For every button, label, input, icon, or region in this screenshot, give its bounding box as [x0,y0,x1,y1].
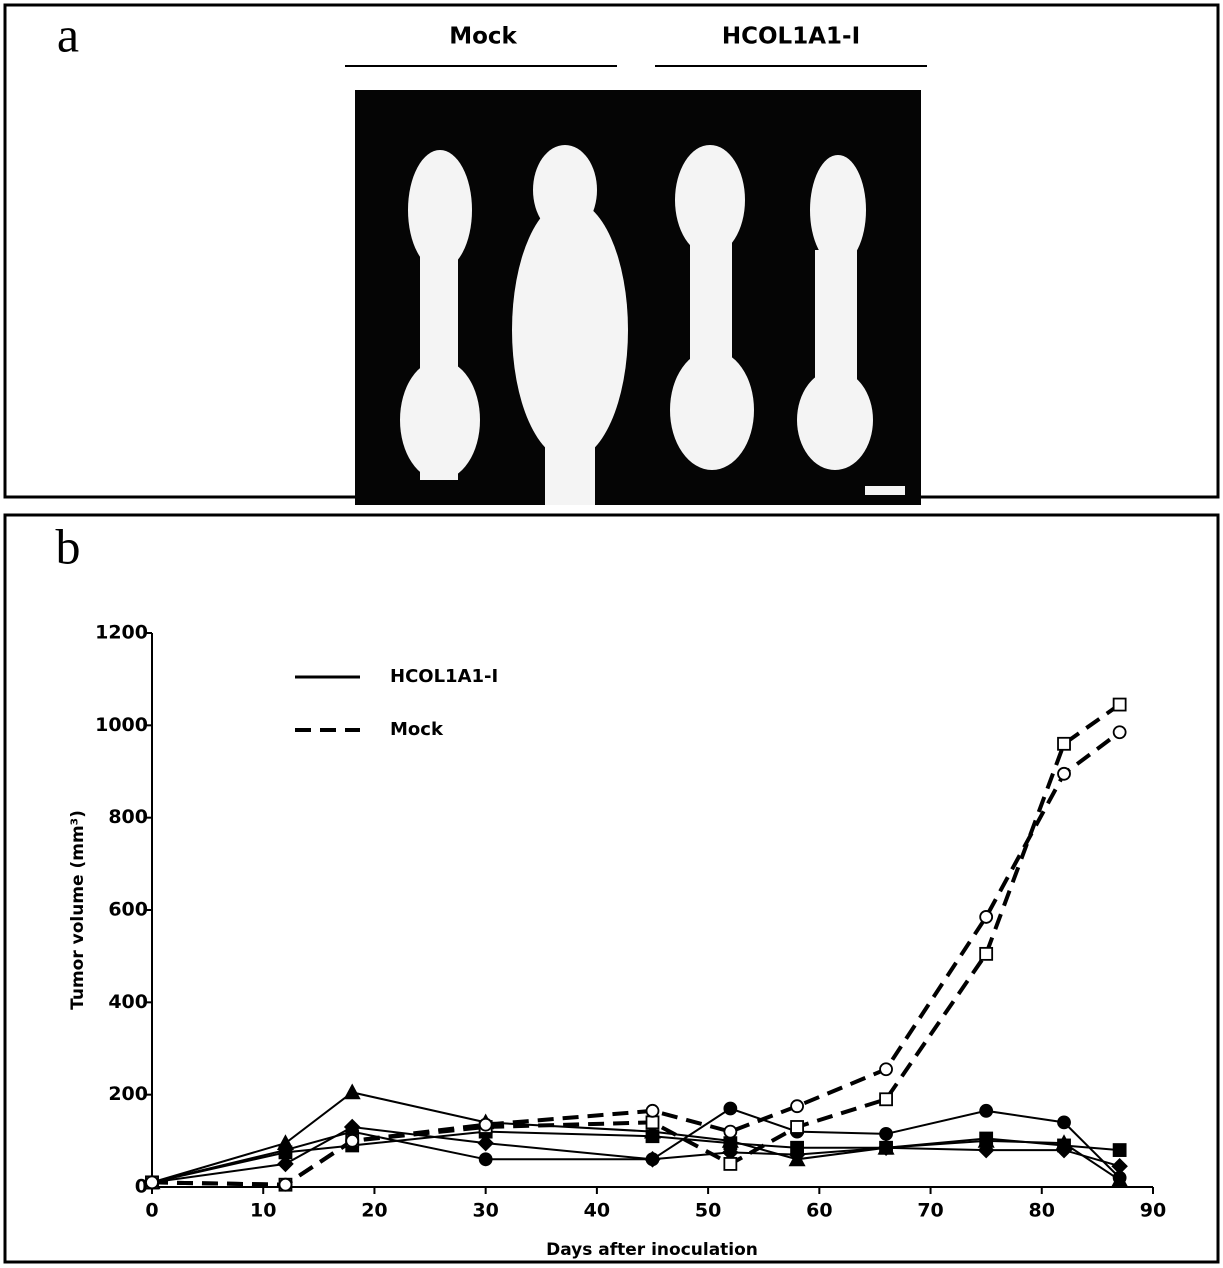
marker [278,1177,293,1192]
y-tick-label: 1000 [95,714,148,736]
marker [979,910,994,924]
x-tick-label: 90 [1140,1200,1166,1222]
panel-label: b [56,518,81,574]
marker [1057,1115,1071,1130]
marker [723,1124,738,1139]
marker [879,1062,893,1077]
x-tick-label: 40 [584,1200,610,1222]
marker [277,1155,294,1173]
x-tick-label: 20 [361,1200,387,1222]
marker [1112,725,1127,740]
y-tick-label: 0 [135,1176,148,1198]
marker [788,1146,806,1163]
x-tick-label: 10 [250,1200,276,1222]
series-line [151,730,1121,1187]
marker [145,1175,159,1190]
marker [1055,1141,1073,1159]
panel-b-frame [3,513,1220,1264]
x-tick-label: 0 [145,1200,158,1222]
marker [723,1101,738,1116]
y-tick-label: 1200 [95,622,148,644]
group-label: HCOL1A1-I [722,24,860,50]
marker [979,946,994,961]
y-tick-label: 800 [108,806,148,828]
marker [645,1103,660,1118]
marker [478,1117,493,1132]
group-label: Mock [449,24,517,50]
marker [1057,736,1071,751]
x-tick-label: 80 [1029,1200,1055,1222]
legend-label: Mock [390,719,444,740]
marker [1112,697,1127,712]
y-tick-label: 200 [108,1083,148,1105]
marker [723,1157,738,1171]
x-tick-label: 50 [695,1200,721,1222]
photo [355,90,921,505]
marker [345,1133,360,1148]
series-line [151,1107,1121,1184]
marker [879,1092,893,1107]
marker [478,1152,493,1167]
panel-label: a [57,6,79,62]
marker [343,1083,361,1100]
series-line [151,1091,1121,1184]
marker [790,1120,804,1134]
marker [879,1127,893,1141]
x-tick-label: 30 [472,1200,498,1222]
y-tick-label: 400 [108,991,148,1013]
marker [877,1139,895,1157]
y-tick-label: 600 [108,899,148,921]
marker [790,1099,804,1114]
x-axis-title: Days after inoculation [546,1240,758,1260]
marker [979,1103,994,1118]
marker [1057,766,1071,781]
x-tick-label: 70 [917,1200,943,1222]
marker [977,1141,995,1159]
marker [645,1115,660,1130]
marker [645,1129,660,1144]
marker [1112,1143,1127,1157]
marker [477,1134,494,1152]
legend-label: HCOL1A1-I [390,666,498,687]
marker [644,1151,661,1168]
marker [1111,1157,1128,1175]
x-tick-label: 60 [806,1200,832,1222]
y-axis-title: Tumor volume (mm³) [68,810,88,1010]
